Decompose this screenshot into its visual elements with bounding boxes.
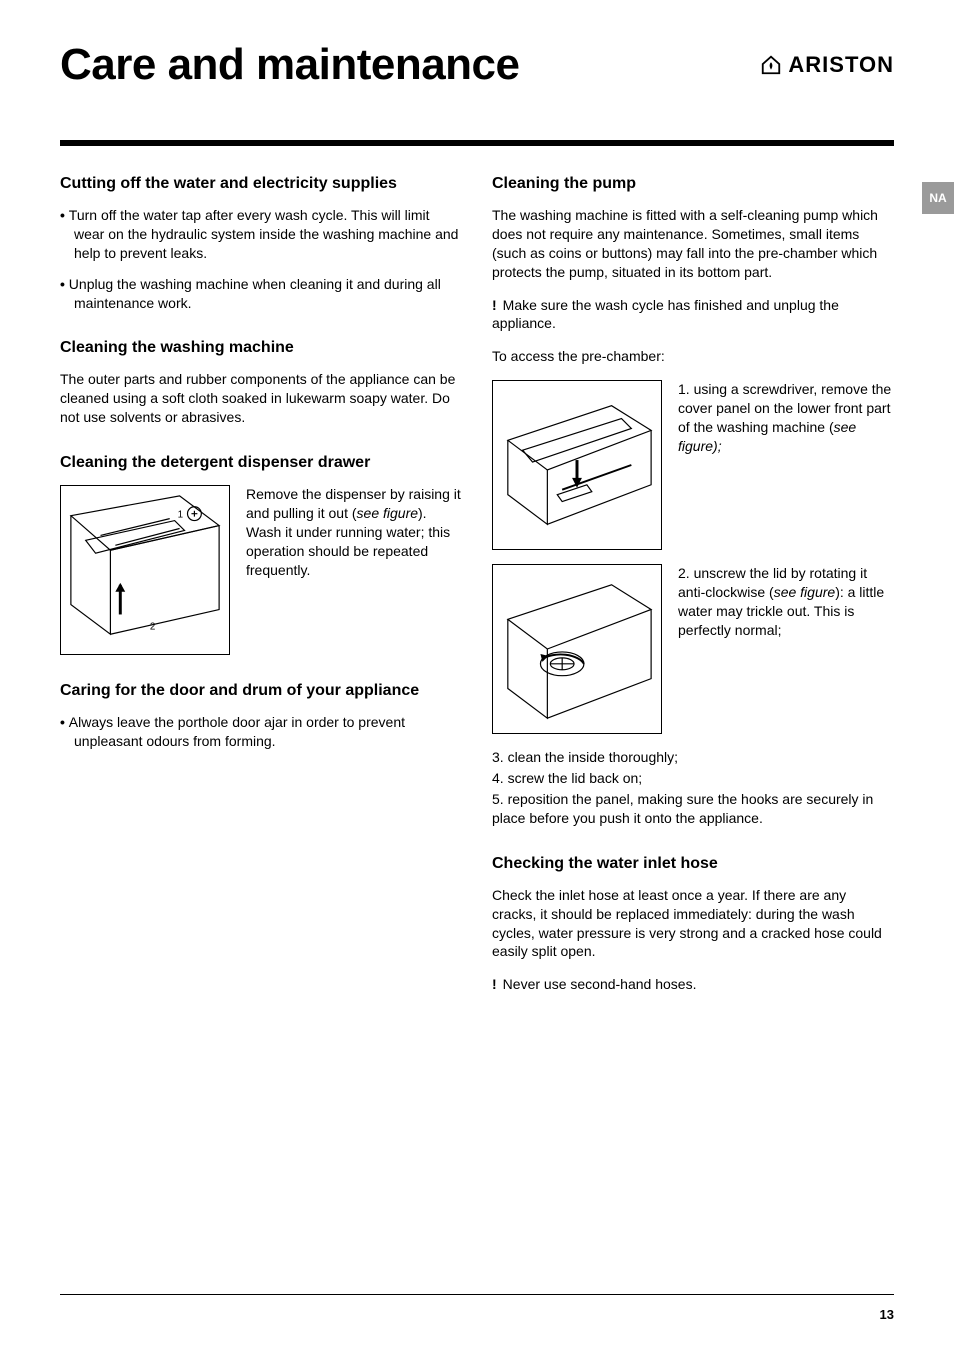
right-column: Cleaning the pump The washing machine is… <box>492 174 894 1020</box>
text: ); <box>713 438 722 454</box>
text: Wash it under running water; this operat… <box>246 524 450 578</box>
header-rule <box>60 140 894 146</box>
figure-caption: Remove the dispenser by raising it and p… <box>246 485 462 579</box>
section-cleaning-pump: Cleaning the pump The washing machine is… <box>492 174 894 828</box>
list-item: Always leave the porthole door ajar in o… <box>60 713 462 751</box>
warning: Make sure the wash cycle has finished an… <box>492 296 894 334</box>
brand-text: ARISTON <box>788 52 894 78</box>
heading: Cleaning the pump <box>492 174 894 194</box>
list-item: Turn off the water tap after every wash … <box>60 206 462 263</box>
text: ). <box>418 505 427 521</box>
svg-text:2: 2 <box>150 621 156 632</box>
content-columns: Cutting off the water and electricity su… <box>60 174 894 1020</box>
section-inlet-hose: Checking the water inlet hose Check the … <box>492 854 894 994</box>
see-figure: see figure <box>774 584 835 600</box>
list-item: Unplug the washing machine when cleaning… <box>60 275 462 313</box>
warning: Never use second-hand hoses. <box>492 975 894 994</box>
section-cleaning-machine: Cleaning the washing machine The outer p… <box>60 338 462 427</box>
paragraph: Check the inlet hose at least once a yea… <box>492 886 894 962</box>
figure-caption: 2. unscrew the lid by rotating it anti-c… <box>678 564 894 640</box>
header: Care and maintenance ARISTON <box>60 40 894 90</box>
bullet-list: Always leave the porthole door ajar in o… <box>60 713 462 751</box>
heading: Checking the water inlet hose <box>492 854 894 874</box>
section-cutting-off: Cutting off the water and electricity su… <box>60 174 462 312</box>
left-column: Cutting off the water and electricity su… <box>60 174 462 1020</box>
section-door-drum: Caring for the door and drum of your app… <box>60 681 462 751</box>
paragraph: The washing machine is fitted with a sel… <box>492 206 894 282</box>
page-number: 13 <box>880 1307 894 1322</box>
paragraph: 3. clean the inside thoroughly; <box>492 748 894 767</box>
figure-remove-panel <box>492 380 662 550</box>
heading: Caring for the door and drum of your app… <box>60 681 462 701</box>
heading: Cleaning the washing machine <box>60 338 462 358</box>
text: 1. using a screwdriver, remove the cover… <box>678 381 891 435</box>
svg-text:1: 1 <box>178 510 184 521</box>
brand-logo: ARISTON <box>760 52 894 78</box>
text: Remove the dispenser by raising it and p… <box>246 486 461 521</box>
paragraph: To access the pre-chamber: <box>492 347 894 366</box>
page-title: Care and maintenance <box>60 40 520 90</box>
figure-row-step2: 2. unscrew the lid by rotating it anti-c… <box>492 564 894 734</box>
figure-dispenser-drawer: 1 2 <box>60 485 230 655</box>
heading: Cleaning the detergent dispenser drawer <box>60 453 462 473</box>
section-dispenser-drawer: Cleaning the detergent dispenser drawer <box>60 453 462 655</box>
paragraph: 5. reposition the panel, making sure the… <box>492 790 894 828</box>
side-tab: NA <box>922 182 954 214</box>
heading: Cutting off the water and electricity su… <box>60 174 462 194</box>
bullet-list: Turn off the water tap after every wash … <box>60 206 462 312</box>
figure-unscrew-lid <box>492 564 662 734</box>
figure-caption: 1. using a screwdriver, remove the cover… <box>678 380 894 456</box>
house-flame-icon <box>760 54 782 76</box>
see-figure: see figure <box>357 505 418 521</box>
paragraph: 4. screw the lid back on; <box>492 769 894 788</box>
figure-row: 1 2 Remove the dispenser by raising it a… <box>60 485 462 655</box>
paragraph: The outer parts and rubber components of… <box>60 370 462 427</box>
footer-rule <box>60 1294 894 1295</box>
figure-row-step1: 1. using a screwdriver, remove the cover… <box>492 380 894 550</box>
